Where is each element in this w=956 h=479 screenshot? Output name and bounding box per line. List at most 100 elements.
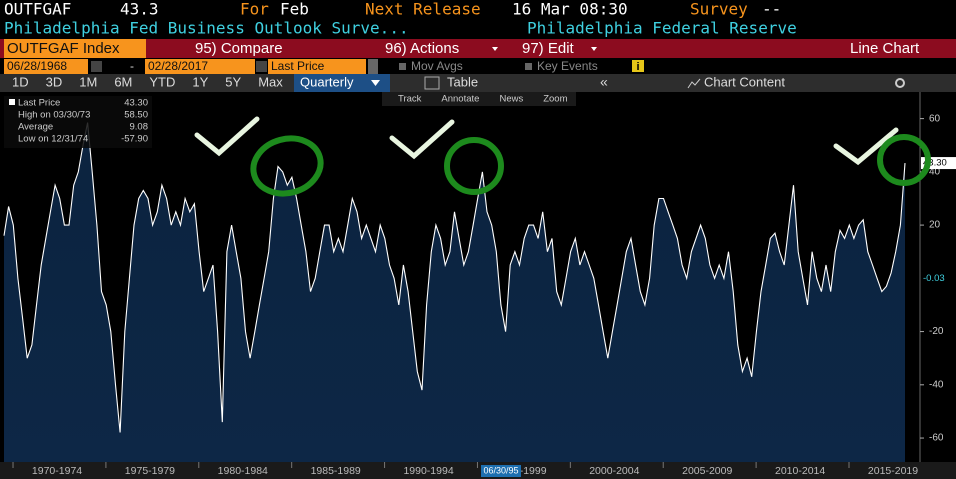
range-tab[interactable]: 3D [46,74,63,89]
end-date-box[interactable] [145,59,255,74]
dropdown-arrow [371,80,380,86]
dropdown-arrow [492,47,498,51]
x-tick-label: 2015-2019 [868,465,918,477]
toolbar-button[interactable]: Track [398,94,422,105]
line [3,122,906,433]
check-mark [833,127,899,166]
toolbar-buttons: Track Annotate News Zoom [398,94,568,105]
legend-label: High on 03/30/73 [18,110,90,121]
range-tab[interactable]: 1D [12,74,29,89]
start-date-box[interactable] [4,59,88,74]
field-dropdown[interactable] [368,59,378,74]
x-tick-label: 2005-2009 [682,465,732,477]
survey-label: Survey [690,0,748,19]
info-label[interactable]: i [636,61,639,73]
ticker: OUTFGAF [4,0,71,19]
survey-value: -- [762,0,781,19]
description: Philadelphia Fed Business Outlook Surve.… [4,19,409,38]
tab-bar [0,74,956,92]
table-tab[interactable]: Table [447,74,478,89]
y-tick-label: 40 [929,166,941,177]
highlight-circle [250,135,324,197]
toolbar-button[interactable]: Annotate [441,94,479,105]
table-icon[interactable] [424,76,440,90]
legend-label: Low on 12/31/74 [18,134,88,145]
x-tick-label: 1980-1984 [218,465,268,477]
calendar-icon[interactable] [256,61,267,72]
field-box[interactable] [268,59,366,74]
security[interactable]: OUTFGAF Index [7,40,120,57]
security-box[interactable] [4,39,146,58]
actions-button[interactable]: 96) Actions [385,40,459,57]
x-tick-label: 2010-2014 [775,465,825,477]
dropdown-arrow [591,47,597,51]
key-events[interactable]: Key Events [537,59,598,73]
date-separator: - [130,59,134,73]
compare-button[interactable]: 95) Compare [195,40,283,57]
legend-value: 9.08 [130,122,149,133]
legend-label: Last Price [18,98,60,109]
y-tick-label: -60 [929,433,944,444]
check-mark [389,119,455,160]
range-tab[interactable]: 1Y [192,74,208,89]
header-bar [0,0,956,20]
cursor-label: 06/30/95 [483,465,518,475]
last-value: 43.3 [120,0,159,19]
value-marker [921,272,956,285]
period-tab[interactable]: Quarterly [300,74,354,89]
field[interactable]: Last Price [271,59,325,73]
end-date[interactable]: 02/28/2017 [148,59,208,73]
y-tick-label: 20 [929,220,941,231]
x-tick-label: 1990-1994 [403,465,453,477]
edit-button[interactable]: 97) Edit [522,40,575,57]
range-tab[interactable]: YTD [149,74,175,89]
range-tab[interactable]: Max [258,74,283,89]
calendar-icon[interactable] [91,61,102,72]
checkbox[interactable] [525,63,532,70]
highlight-circle [877,134,931,186]
x-tick-label: 1975-1979 [125,465,175,477]
cursor-label-bg [481,465,521,477]
for-label: For [240,0,269,19]
legend-value: 43.30 [124,98,148,109]
range-tab[interactable]: 1M [79,74,97,89]
for-value: Feb [280,0,309,19]
chart-toolbar [382,92,576,106]
legend-label: Average [18,122,53,133]
checkbox[interactable] [399,63,406,70]
period-tab-bg[interactable] [294,74,390,92]
menu-bar [0,39,956,58]
mov-avgs[interactable]: Mov Avgs [411,59,463,73]
x-axis-bar [0,462,956,479]
settings-icon[interactable] [895,78,905,88]
legend-box [4,96,152,148]
y-tick-label: 60 [929,113,941,124]
release-label: Next Release [365,0,481,19]
area [4,122,905,462]
legend-value: -57.90 [121,134,148,145]
source: Philadelphia Federal Reserve [527,19,797,38]
highlight-circle [444,137,504,195]
check-mark [194,116,260,157]
x-tick-label: 1985-1989 [311,465,361,477]
legend: Last Price 43.30 High on 03/30/73 58.50 Aver… [9,98,148,145]
info-icon[interactable] [632,60,644,72]
y-tick-label: -40 [929,379,944,390]
x-tick-label: 2000-2004 [589,465,639,477]
range-tab[interactable]: 6M [114,74,132,89]
toolbar-button[interactable]: News [499,94,523,105]
toolbar-button[interactable]: Zoom [543,94,567,105]
x-tick-label: 1970-1974 [32,465,82,477]
value-marker-label: 43.30 [923,158,947,169]
legend-swatch [9,99,15,105]
collapse-button[interactable]: « [600,74,608,90]
range-tab[interactable]: 5Y [225,74,241,89]
value-marker-label: -0.03 [923,273,945,284]
chart-content[interactable]: Chart Content [704,74,785,89]
y-tick-label: -20 [929,326,944,337]
chart-icon [687,78,701,89]
start-date[interactable]: 06/28/1968 [7,59,67,73]
release-value: 16 Mar 08:30 [512,0,628,19]
